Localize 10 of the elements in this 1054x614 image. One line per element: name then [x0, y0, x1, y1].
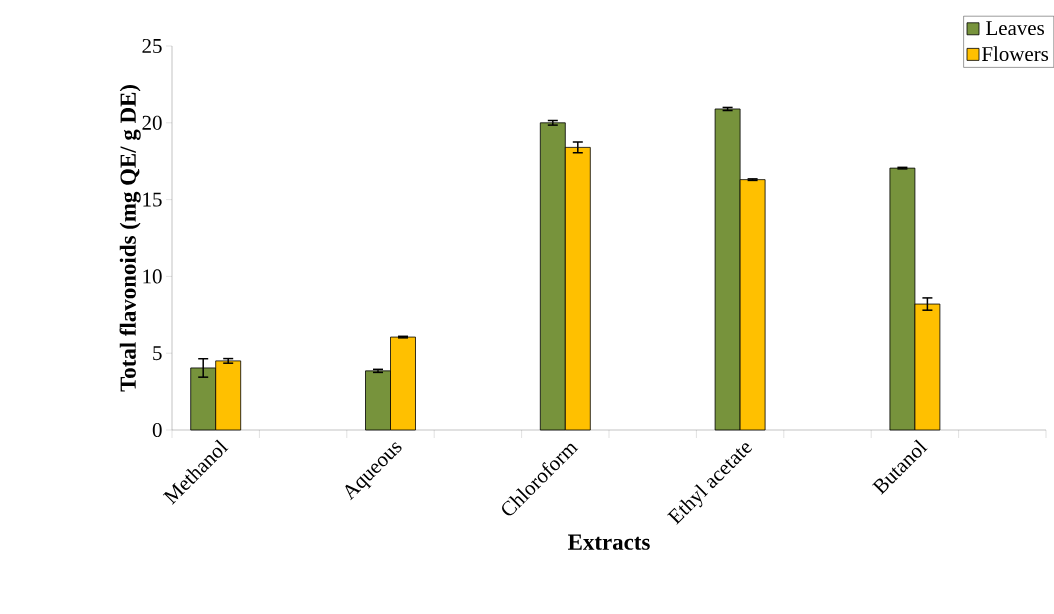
y-tick-label: 10: [143, 269, 162, 284]
y-tick-label: 0: [152, 422, 162, 438]
legend-label: Leaves: [986, 21, 1044, 36]
y-tick-label: 20: [142, 115, 162, 130]
y-tick-label: 15: [143, 192, 162, 207]
legend-label: Flowers: [982, 46, 1049, 62]
y-axis-title: Total flavonoids (mg QE/ g DE): [119, 85, 141, 392]
x-axis-title: Extracts: [568, 534, 650, 550]
y-tick-label: 5: [153, 346, 162, 361]
y-tick-label: 25: [142, 38, 162, 54]
